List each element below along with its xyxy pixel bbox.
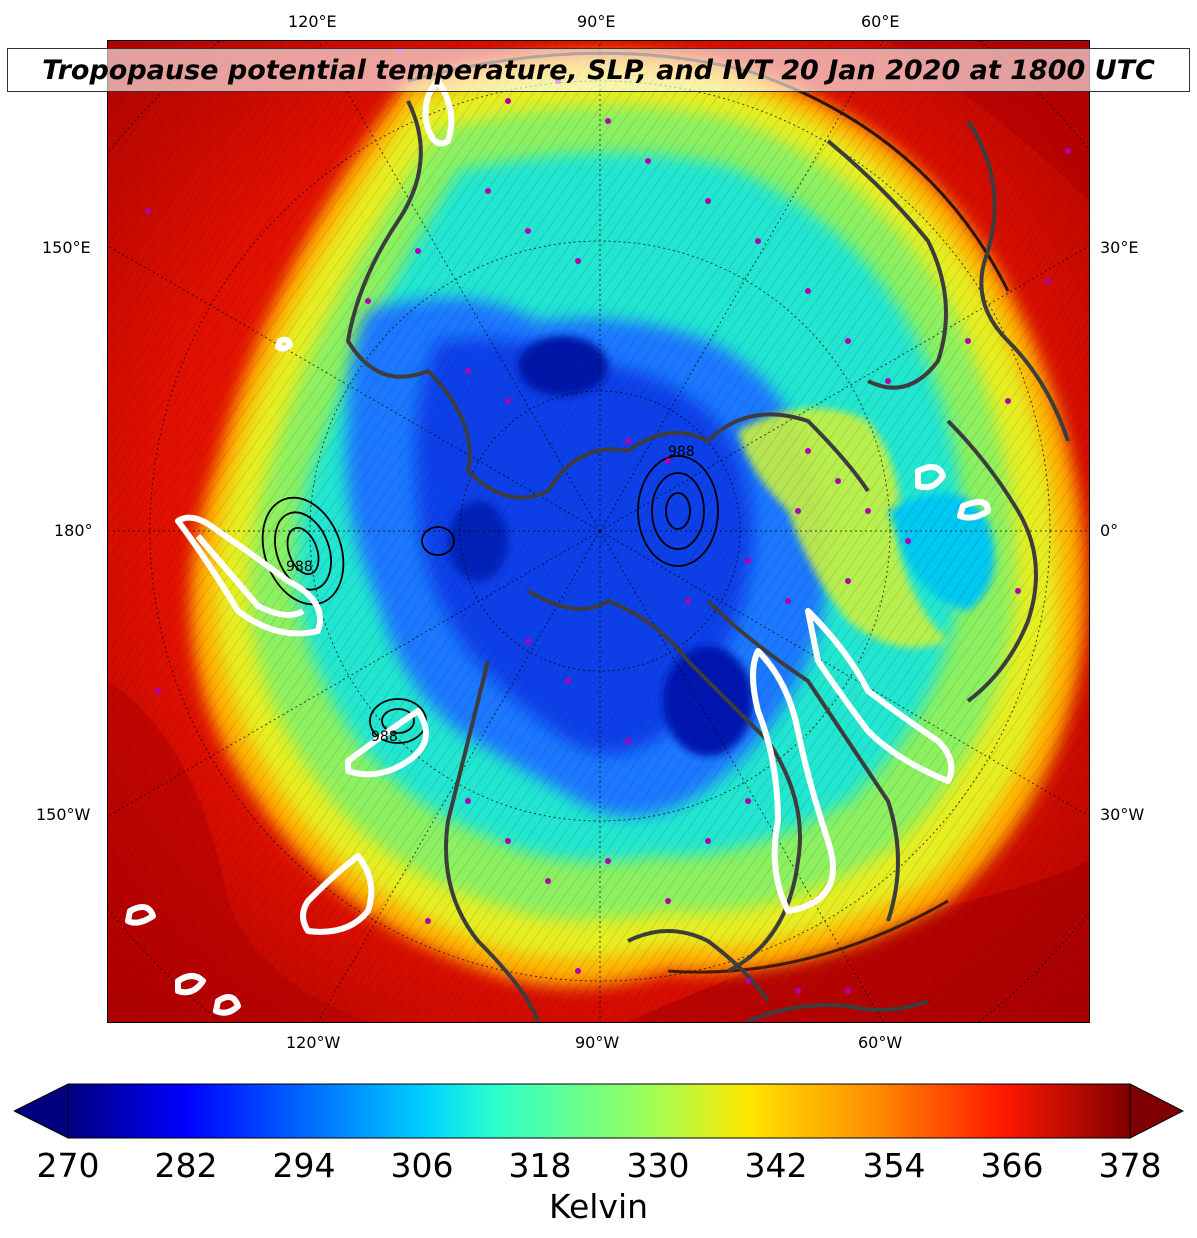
- colorbar-tick-label: 318: [508, 1146, 572, 1185]
- map-title: Tropopause potential temperature, SLP, a…: [42, 54, 1155, 86]
- colorbar-tick-label: 378: [1098, 1146, 1162, 1185]
- lon-label-bottom-2: 90°W: [575, 1033, 620, 1052]
- colorbar-tick-label: 270: [36, 1146, 100, 1185]
- slp-label-3: 988: [371, 729, 398, 745]
- colorbar-extend-max: [1129, 1083, 1184, 1139]
- colorbar-gradient: [67, 1083, 1131, 1139]
- edge-line-south: [667, 899, 949, 974]
- colorbar-tick-label: 342: [744, 1146, 808, 1185]
- colorbar-tick-label: 330: [626, 1146, 690, 1185]
- colorbar-label: Kelvin: [548, 1187, 649, 1226]
- colorbar-tick-label: 366: [980, 1146, 1044, 1185]
- colorbar-tick-label: 306: [390, 1146, 454, 1185]
- lon-label-bottom-3: 60°W: [858, 1033, 903, 1052]
- station-markers: [145, 48, 1071, 994]
- graticule: [108, 41, 1089, 1022]
- title-box: Tropopause potential temperature, SLP, a…: [7, 48, 1190, 92]
- lon-label-left-1: 150°E: [42, 238, 91, 257]
- slp-label-2: 988: [668, 444, 695, 460]
- colorbar: [14, 1083, 1184, 1139]
- lon-label-right-3: 30°W: [1100, 805, 1145, 824]
- lon-label-top-1: 120°E: [288, 12, 337, 31]
- colorbar-tick-label: 354: [862, 1146, 926, 1185]
- colorbar-tick-label: 294: [272, 1146, 336, 1185]
- lon-label-top-3: 60°E: [861, 12, 900, 31]
- lon-label-right-1: 30°E: [1100, 238, 1139, 257]
- lon-label-top-2: 90°E: [577, 12, 616, 31]
- colorbar-tick-label: 282: [154, 1146, 218, 1185]
- colorbar-extend-min: [14, 1083, 69, 1139]
- lon-label-left-2: 180°: [54, 521, 93, 540]
- coastlines: [346, 100, 1070, 1022]
- lon-label-right-2: 0°: [1100, 521, 1119, 540]
- tropopause-map: 988 988 988: [108, 41, 1089, 1022]
- lon-label-left-3: 150°W: [36, 805, 91, 824]
- slp-label-1: 988: [286, 559, 313, 575]
- lon-label-bottom-1: 120°W: [286, 1033, 341, 1052]
- map-panel: 988 988 988: [107, 40, 1090, 1023]
- ivt-contours: [125, 78, 991, 1016]
